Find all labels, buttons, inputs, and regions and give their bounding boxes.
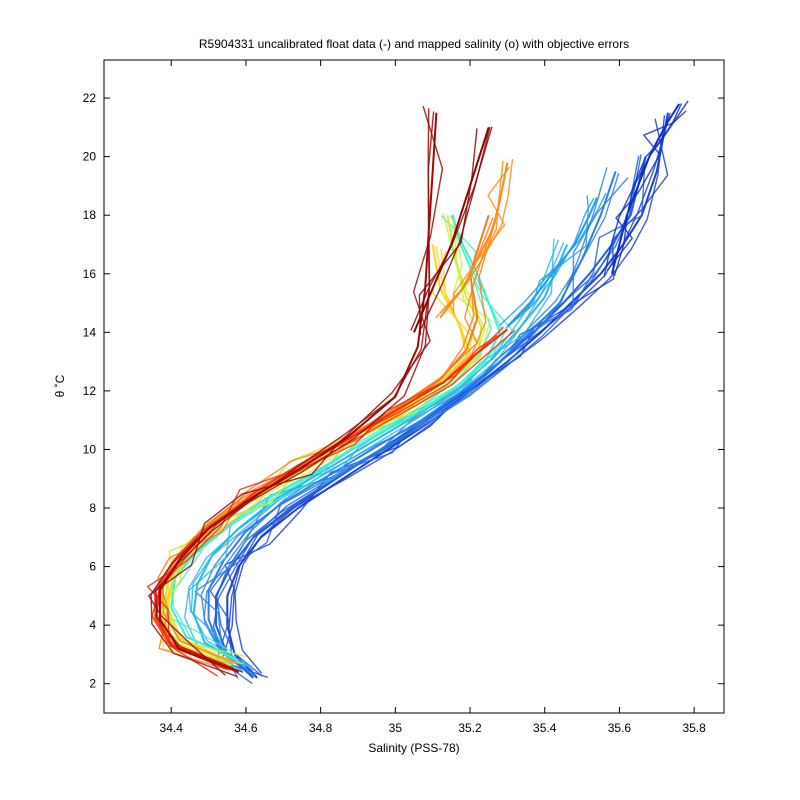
profile-line-6-3	[160, 250, 484, 665]
y-tick-label: 18	[83, 208, 97, 222]
y-tick-label: 12	[83, 384, 97, 398]
profile-line-3-0	[192, 244, 569, 667]
y-tick-label: 16	[83, 267, 97, 281]
profile-line-1-3	[209, 163, 646, 685]
profile-line-11-3	[515, 195, 589, 321]
profile-line-9-3	[148, 105, 444, 676]
profile-line-13-0	[413, 126, 490, 333]
profile-line-11-2	[499, 192, 607, 326]
profile-line-12-3	[452, 166, 511, 314]
y-tick-label: 22	[83, 91, 97, 105]
x-tick-label: 35.8	[682, 721, 706, 735]
profile-line-9-0	[159, 112, 438, 673]
y-tick-label: 4	[89, 618, 96, 632]
chart-title: R5904331 uncalibrated float data (-) and…	[199, 37, 629, 51]
x-axis-label: Salinity (PSS-78)	[368, 741, 459, 755]
x-tick-label: 35.2	[458, 721, 482, 735]
x-tick-label: 34.4	[160, 721, 184, 735]
y-tick-label: 14	[83, 325, 97, 339]
x-tick-label: 34.6	[234, 721, 258, 735]
plot-area	[104, 60, 724, 713]
x-tick-label: 35	[389, 721, 403, 735]
y-tick-label: 8	[89, 501, 96, 515]
y-tick-label: 20	[83, 150, 97, 164]
profile-line-11-1	[505, 197, 595, 330]
profile-line-13-2	[420, 126, 491, 329]
plot-frame	[103, 59, 725, 714]
x-tick-label: 35.4	[533, 721, 557, 735]
profile-line-10-0	[611, 103, 681, 275]
profile-line-3-3	[187, 238, 555, 668]
y-axis-label: θ ˚C	[53, 374, 67, 397]
profile-line-2-3	[194, 177, 629, 679]
profile-line-7-3	[157, 215, 497, 672]
series-layer	[146, 100, 689, 685]
profile-line-13-3	[418, 128, 478, 335]
y-tick-label: 2	[89, 677, 96, 691]
x-tick-label: 35.6	[608, 721, 632, 735]
profile-line-8-3	[146, 334, 498, 677]
profile-line-10-3	[606, 110, 687, 271]
profile-line-9-2	[150, 108, 431, 678]
y-tick-label: 10	[83, 442, 97, 456]
profile-line-2-2	[200, 167, 608, 676]
profile-line-0-2	[234, 115, 666, 674]
x-tick-label: 34.8	[309, 721, 333, 735]
y-tick-label: 6	[89, 560, 96, 574]
ticks-layer: 34.4 34.6 34.8 35 35.2 35.4 35.6 35.8 2 4 6 8 10 12 14…	[83, 60, 724, 735]
